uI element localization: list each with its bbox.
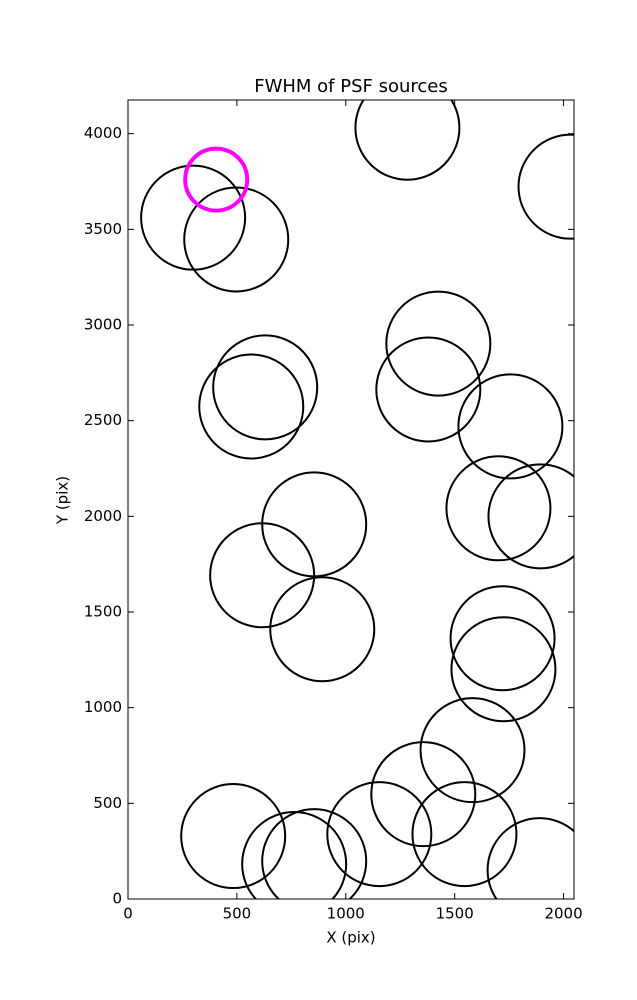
y-tick-label: 2500 (84, 411, 122, 429)
psf-source (261, 808, 368, 899)
y-tick-label: 3500 (84, 220, 122, 238)
psf-source (183, 186, 290, 293)
psf-source (517, 133, 574, 240)
y-tick-label: 3000 (84, 316, 122, 334)
psf-source (457, 373, 564, 480)
x-tick-label: 1000 (327, 905, 365, 923)
psf-source (450, 616, 557, 723)
psf-source (241, 811, 348, 899)
y-tick-label: 1500 (84, 603, 122, 621)
y-axis-label: Y (pix) (54, 476, 72, 525)
psf-source (326, 781, 433, 888)
x-tick-label: 2000 (544, 905, 582, 923)
y-tick-label: 1000 (84, 698, 122, 716)
psf-source (449, 585, 556, 692)
x-tick-label: 1500 (436, 905, 474, 923)
psf-source (261, 471, 368, 578)
psf-source (445, 455, 552, 562)
psf-source (198, 353, 305, 460)
psf-source (385, 290, 492, 397)
psf-source (411, 781, 518, 888)
y-tick-label: 0 (112, 890, 122, 908)
x-tick-label: 500 (223, 905, 252, 923)
psf-source (183, 146, 250, 213)
psf-source (487, 463, 574, 570)
psf-source (269, 576, 376, 683)
psf-source (370, 741, 477, 848)
psf-source (180, 783, 287, 890)
psf-source (140, 164, 247, 271)
y-tick-label: 500 (93, 794, 122, 812)
y-tick-label: 2000 (84, 507, 122, 525)
psf-source (354, 100, 461, 181)
plot-area (140, 100, 574, 899)
x-tick-label: 0 (123, 905, 133, 923)
y-tick-label: 4000 (84, 124, 122, 142)
psf-source (375, 336, 482, 443)
psf-source (419, 697, 526, 804)
psf-source (212, 334, 319, 441)
psf-source (486, 817, 574, 899)
psf-source (209, 522, 316, 629)
axes-frame (127, 99, 575, 900)
chart-title: FWHM of PSF sources (254, 76, 448, 97)
x-axis-label: X (pix) (326, 929, 375, 947)
